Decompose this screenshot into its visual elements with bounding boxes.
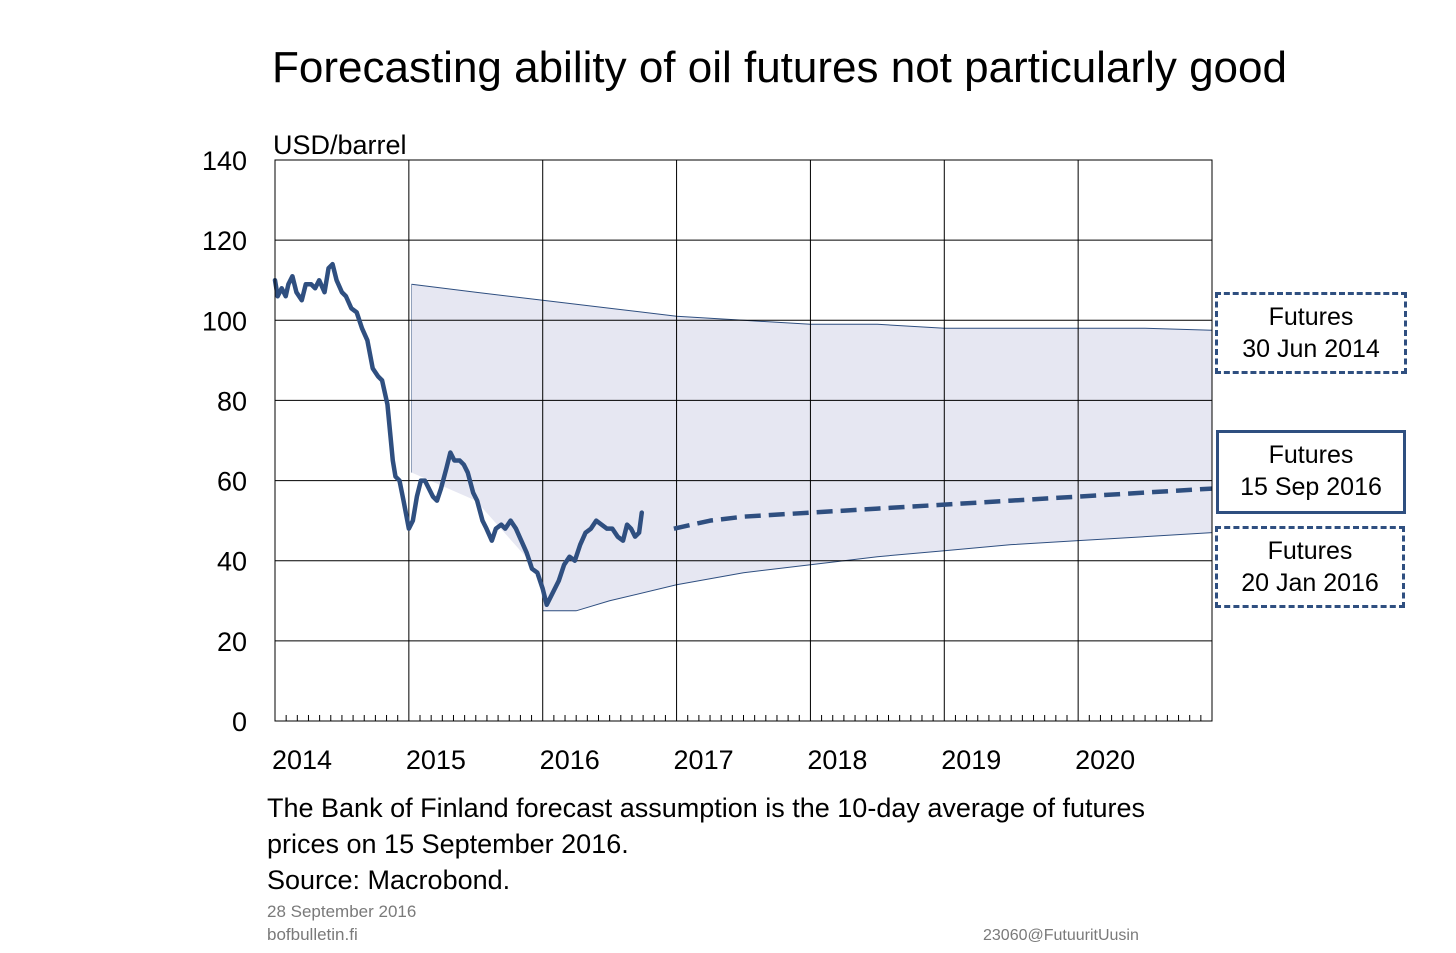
legend-box-futures-20-jan-2016: Futures 20 Jan 2016 <box>1215 526 1405 608</box>
y-axis-label: USD/barrel <box>273 130 407 160</box>
y-tick-label: 140 <box>202 146 247 176</box>
y-tick-label: 80 <box>217 386 247 416</box>
x-tick-label: 2019 <box>941 745 1001 775</box>
x-tick-label: 2015 <box>406 745 466 775</box>
x-tick-label: 2016 <box>540 745 600 775</box>
y-tick-label: 100 <box>202 306 247 336</box>
note-line-2: prices on 15 September 2016. <box>267 829 629 859</box>
x-tick-label: 2017 <box>674 745 734 775</box>
legend-box-label: Futures <box>1268 441 1354 469</box>
legend-box-date: 15 Sep 2016 <box>1240 473 1382 501</box>
axis-layer: 0 20 40 60 80 100 120 140 2014 2015 2016 2017 2018 20… <box>202 130 1213 775</box>
y-tick-label: 120 <box>202 226 247 256</box>
legend-box-date: 20 Jan 2016 <box>1241 569 1379 597</box>
plot-frame <box>274 159 1213 722</box>
series-layer <box>272 261 1213 608</box>
futures-15-sep-2016-line <box>673 486 1213 531</box>
footer-date: 28 September 2016 <box>267 902 417 921</box>
y-tick-label: 60 <box>217 467 247 497</box>
note-line-1: The Bank of Finland forecast assumption … <box>267 793 1145 823</box>
x-tick-label: 2018 <box>807 745 867 775</box>
legend-box-label: Futures <box>1267 537 1353 565</box>
chart-title: Forecasting ability of oil futures not p… <box>272 43 1287 92</box>
x-tick-label: 2014 <box>272 745 332 775</box>
oil-price-line <box>272 261 645 608</box>
note-source: Source: Macrobond. <box>267 865 511 895</box>
footer-code: 23060@FutuuritUusin <box>983 927 1139 944</box>
legend-box-date: 30 Jun 2014 <box>1242 335 1380 363</box>
y-tick-label: 20 <box>217 627 247 657</box>
x-tick-label: 2020 <box>1075 745 1135 775</box>
legend-box-futures-15-sep-2016: Futures 15 Sep 2016 <box>1216 430 1406 514</box>
legend-box-futures-30-jun-2014: Futures 30 Jun 2014 <box>1215 292 1407 374</box>
footer-site: bofbulletin.fi <box>267 925 358 944</box>
y-tick-label: 0 <box>232 707 247 737</box>
legend-box-label: Futures <box>1268 303 1354 331</box>
chart-note: The Bank of Finland forecast assumption … <box>267 790 1367 898</box>
y-tick-label: 40 <box>217 547 247 577</box>
